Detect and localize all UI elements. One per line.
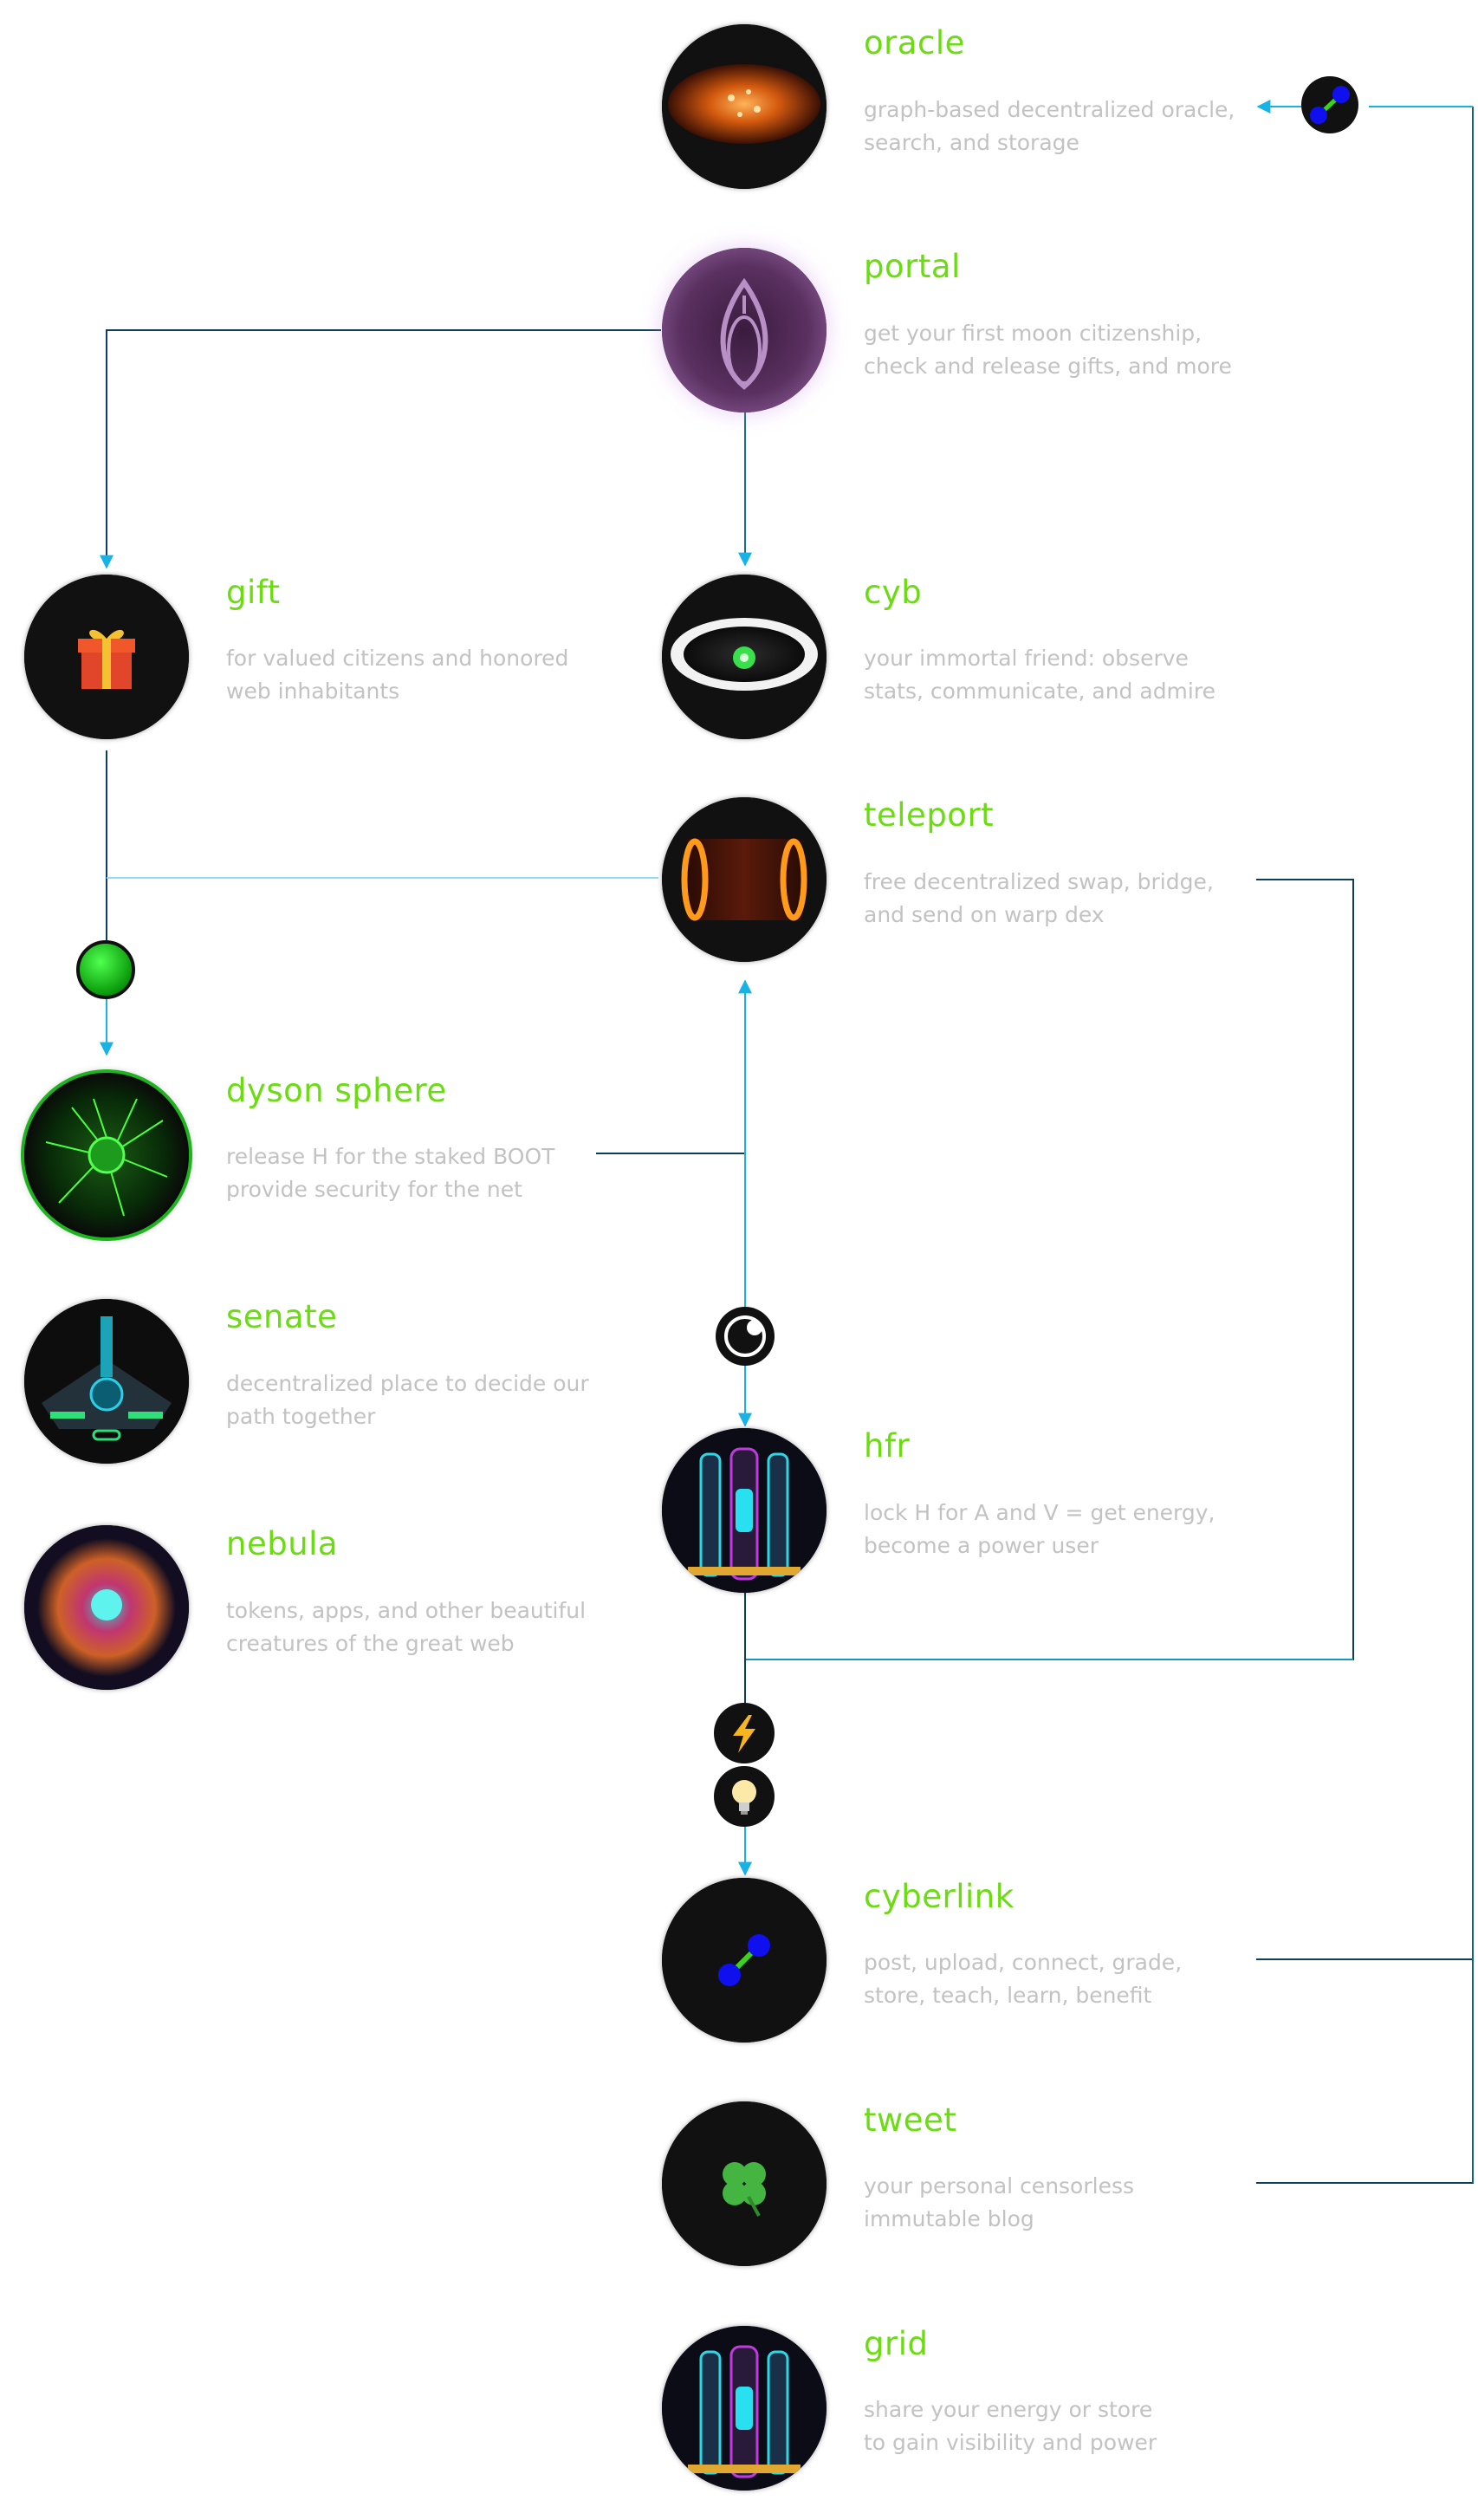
grid-node[interactable] — [662, 2326, 827, 2491]
cyberlink-description: post, upload, connect, grade, store, teac… — [864, 1950, 1183, 2008]
tweet-node[interactable] — [662, 2101, 827, 2266]
cyberlink-icon — [1310, 86, 1350, 124]
senate-node[interactable] — [24, 1299, 189, 1464]
cyberlink-icon — [662, 1878, 827, 2043]
nebula-node[interactable] — [24, 1525, 189, 1690]
senate-title[interactable]: senate — [226, 1298, 338, 1335]
senate-description: decentralized place to decide our path to… — [226, 1371, 589, 1429]
gift-icon — [24, 575, 189, 739]
tweet-description: your personal censorless immutable blog — [864, 2173, 1135, 2231]
gift-node[interactable] — [24, 575, 189, 739]
portal-node[interactable] — [662, 248, 827, 412]
cyberlink-node[interactable] — [662, 1878, 827, 2043]
oracle-link-button[interactable] — [1301, 76, 1358, 133]
oracle-title[interactable]: oracle — [864, 24, 965, 62]
teleport-description: free decentralized swap, bridge, and send… — [864, 869, 1214, 927]
portal-description: get your first moon citizenship, check an… — [864, 321, 1232, 379]
teleport-title[interactable]: teleport — [864, 796, 995, 834]
cyb-description: your immortal friend: observe stats, comm… — [864, 646, 1215, 704]
wire-portal-gift — [100, 329, 661, 569]
portal-title[interactable]: portal — [864, 248, 961, 285]
cyberlink-title[interactable]: cyberlink — [864, 1878, 1015, 1915]
lightning-icon[interactable] — [714, 1703, 775, 1763]
four-leaf-clover-icon — [662, 2101, 827, 2266]
hfr-description: lock H for A and V = get energy, become a… — [864, 1500, 1215, 1558]
dyson-sphere-description: release H for the staked BOOT provide sec… — [226, 1144, 555, 1202]
green-status-dot[interactable] — [76, 940, 135, 999]
dyson-sphere-title[interactable]: dyson sphere — [226, 1072, 447, 1109]
nebula-title[interactable]: nebula — [226, 1525, 339, 1562]
grid-title[interactable]: grid — [864, 2325, 929, 2362]
teleport-node[interactable] — [662, 797, 827, 962]
oracle-description: graph-based decentralized oracle, search,… — [864, 97, 1235, 155]
gift-title[interactable]: gift — [226, 574, 281, 611]
hfr-node[interactable] — [662, 1428, 827, 1593]
lightbulb-icon[interactable] — [714, 1766, 775, 1827]
nebula-description: tokens, apps, and other beautiful creatur… — [226, 1598, 587, 1656]
oracle-node[interactable] — [662, 24, 827, 189]
hfr-title[interactable]: hfr — [864, 1427, 911, 1465]
dyson-sphere-node[interactable] — [24, 1073, 189, 1237]
tweet-title[interactable]: tweet — [864, 2101, 957, 2139]
cyb-title[interactable]: cyb — [864, 574, 923, 611]
cyb-node[interactable] — [662, 575, 827, 739]
wire-tweet-right — [1256, 107, 1474, 2184]
gift-description: for valued citizens and honored web inhab… — [226, 646, 569, 704]
grid-description: share your energy or store to gain visibi… — [864, 2397, 1157, 2455]
ring-node-icon[interactable] — [716, 1307, 775, 1366]
